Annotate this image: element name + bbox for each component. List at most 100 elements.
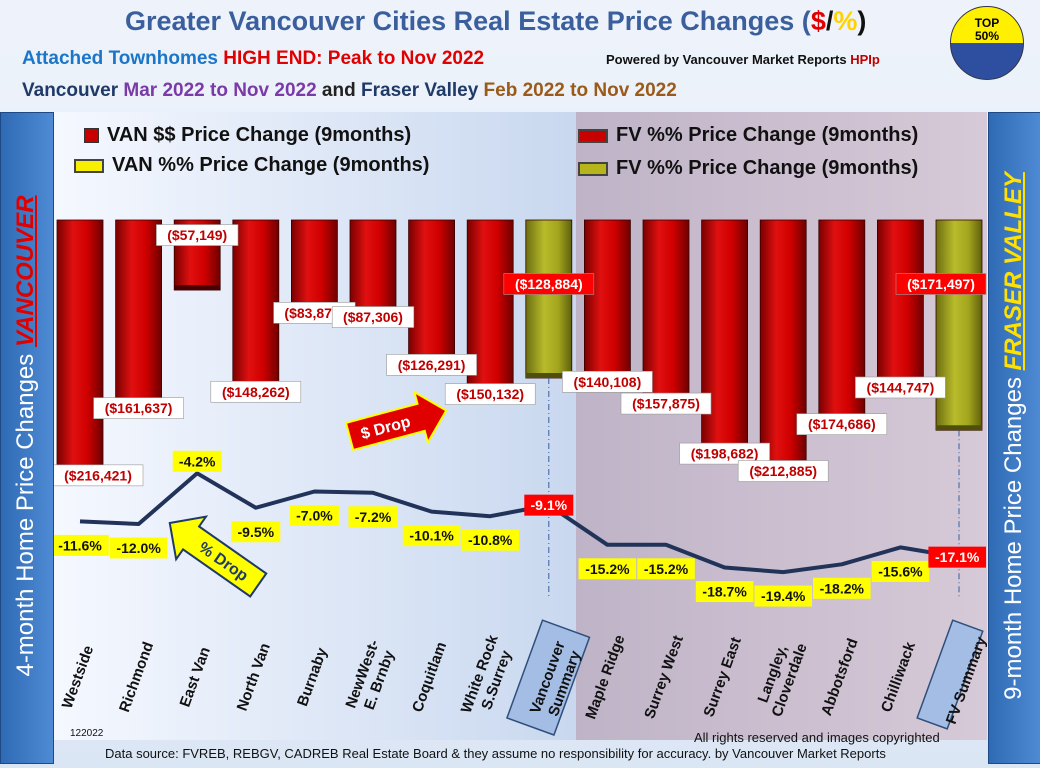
legend-swatch-yellow: [74, 158, 104, 173]
legend-van-pct-label: VAN %% Price Change (9months): [112, 154, 430, 176]
legend-fv-dollar-label: FV %% Price Change (9months): [616, 124, 919, 146]
legend-swatch-olive: [578, 161, 608, 176]
dollar-label: ($157,875): [632, 396, 700, 412]
bar: [408, 219, 456, 376]
footer-rights: All rights reserved and images copyright…: [694, 730, 940, 745]
powered-hpi: HPIp: [850, 52, 880, 67]
left-sidebar: [0, 112, 54, 764]
subtitle-blue: Attached Townhomes: [22, 48, 224, 69]
pct-drop-arrow-shape: [168, 515, 268, 598]
bar: [56, 219, 104, 486]
pct-label: -9.5%: [238, 524, 275, 540]
dollar-label-box: [562, 370, 653, 393]
date-and: and: [316, 80, 361, 101]
dollar-label-box: [503, 273, 595, 295]
bar-bottom-edge: [174, 285, 221, 291]
right-sidebar: [988, 112, 1040, 764]
pct-label-box: [172, 450, 222, 472]
bar: [818, 219, 866, 435]
badge-pct: 50%: [974, 29, 1000, 43]
bar: [701, 219, 748, 465]
dollar-label-box: [93, 397, 184, 419]
summary-label-frame: [916, 619, 984, 730]
chart-title: Greater Vancouver Cities Real Estate Pri…: [125, 6, 866, 37]
title-close: ): [857, 6, 867, 36]
date-fv-range: Feb 2022 to Nov 2022: [483, 80, 677, 101]
dollar-label-box: [386, 354, 477, 376]
dollar-label: ($57,149): [167, 227, 227, 243]
dollar-label-box: [54, 464, 144, 487]
price-change-chart: ($216,421) ($161,637) ($57,149) ($148,262) (…: [54, 112, 987, 740]
dollar-label: ($126,291): [398, 357, 466, 373]
left-sidebar-highlight: VANCOUVER: [12, 195, 39, 348]
dollar-label-box: [679, 442, 770, 465]
dollar-label: ($171,497): [907, 276, 975, 292]
pct-label: -18.7%: [702, 584, 747, 600]
top50-badge: TOP 50%: [950, 6, 1024, 80]
pct-label-box: [928, 546, 986, 568]
pct-label-box: [289, 505, 339, 526]
dollar-label: ($83,874): [284, 305, 344, 321]
date-fv: Fraser Valley: [361, 80, 484, 101]
bar-bottom-edge: [936, 425, 982, 431]
legend-fv-pct-label: FV %% Price Change (9months): [616, 157, 919, 179]
pct-label-box: [637, 558, 695, 580]
bar: [232, 219, 280, 403]
pct-label: -18.2%: [820, 580, 865, 596]
bar: [584, 219, 631, 393]
pct-label: -19.4%: [761, 588, 806, 604]
pct-label-box: [348, 506, 398, 528]
pct-label: -15.2%: [585, 561, 630, 577]
pct-label: -15.2%: [644, 561, 689, 577]
dollar-label: ($174,686): [808, 416, 876, 432]
pct-label: -10.1%: [409, 528, 454, 544]
dollar-label: ($150,132): [456, 386, 524, 402]
pct-label: -4.2%: [179, 453, 216, 469]
dollar-label: ($148,262): [222, 384, 290, 400]
right-sidebar-prefix: 9-month Home Price Changes: [1000, 370, 1027, 700]
dollar-label-box: [331, 306, 415, 328]
pct-label-box: [231, 521, 281, 543]
dollar-drop-arrow: $ Drop: [344, 390, 448, 452]
dollar-label: ($161,637): [105, 400, 173, 416]
subtitle-red: HIGH END: Peak to Nov 2022: [223, 48, 485, 69]
date-van-range: Mar 2022 to Nov 2022: [123, 80, 317, 101]
legend-van-pct: VAN %% Price Change (9months): [74, 154, 429, 177]
pct-label: -7.0%: [296, 508, 333, 524]
dollar-label-box: [895, 273, 987, 295]
legend-swatch-red: [84, 128, 99, 143]
pct-label-box: [695, 581, 754, 603]
pct-label: -15.6%: [878, 563, 923, 579]
dollar-label: ($144,747): [867, 379, 935, 395]
bar: [466, 219, 514, 405]
dollar-label: ($87,306): [343, 309, 403, 325]
bar: [525, 219, 573, 379]
dollar-label: ($198,682): [691, 446, 759, 462]
date-van: Vancouver: [22, 80, 124, 101]
dollar-label: ($212,885): [749, 463, 817, 479]
dollar-drop-arrow-shape: [344, 390, 448, 452]
pct-label: -11.6%: [58, 537, 102, 553]
dollar-label-box: [737, 460, 829, 482]
legend-fv-pct: FV %% Price Change (9months): [578, 157, 918, 180]
van-region: [54, 112, 576, 740]
footer-id: 122022: [70, 728, 104, 739]
pct-label: -9.1%: [531, 497, 568, 513]
pct-drop-arrow: % Drop: [168, 515, 268, 598]
dollar-label-box: [444, 383, 536, 405]
left-sidebar-prefix: 4-month Home Price Changes: [12, 347, 39, 677]
dollar-label-box: [855, 376, 946, 399]
pct-label-box: [109, 537, 168, 559]
dollar-label: ($216,421): [64, 467, 132, 483]
summary-label-frame: [505, 619, 591, 736]
pct-label: -7.2%: [355, 509, 392, 525]
badge-top: TOP: [974, 16, 1000, 30]
bar: [877, 219, 924, 398]
dollar-label-box: [796, 413, 888, 435]
subtitle: Attached Townhomes HIGH END: Peak to Nov…: [22, 48, 484, 70]
title-slash: /: [825, 6, 834, 36]
footer-source: Data source: FVREB, REBGV, CADREB Real E…: [105, 746, 886, 761]
pct-label-box: [402, 525, 461, 547]
pct-label-box: [461, 529, 519, 551]
pct-label-box: [578, 558, 637, 580]
